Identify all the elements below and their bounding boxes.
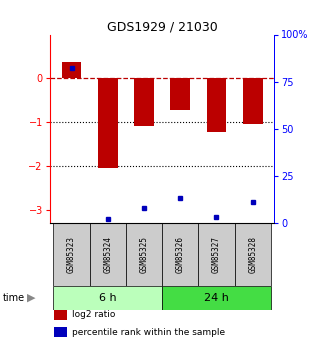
Text: ▶: ▶: [27, 293, 36, 303]
Text: 6 h: 6 h: [99, 293, 117, 303]
Text: time: time: [3, 293, 25, 303]
Bar: [54, 309, 67, 319]
Bar: [206, 78, 226, 132]
Bar: [54, 327, 67, 337]
Text: 24 h: 24 h: [204, 293, 229, 303]
Bar: [198, 223, 235, 286]
Bar: [243, 78, 263, 124]
Bar: [134, 78, 154, 127]
Bar: [162, 286, 271, 310]
Title: GDS1929 / 21030: GDS1929 / 21030: [107, 20, 218, 33]
Text: GSM85324: GSM85324: [103, 236, 112, 273]
Bar: [90, 223, 126, 286]
Bar: [53, 223, 90, 286]
Bar: [98, 78, 118, 168]
Text: GSM85325: GSM85325: [140, 236, 149, 273]
Bar: [170, 78, 190, 110]
Bar: [235, 223, 271, 286]
Text: log2 ratio: log2 ratio: [72, 310, 116, 319]
Bar: [53, 286, 162, 310]
Text: GSM85328: GSM85328: [248, 236, 257, 273]
Text: GSM85327: GSM85327: [212, 236, 221, 273]
Bar: [126, 223, 162, 286]
Bar: [62, 62, 82, 78]
Text: GSM85326: GSM85326: [176, 236, 185, 273]
Text: percentile rank within the sample: percentile rank within the sample: [72, 328, 225, 337]
Bar: [162, 223, 198, 286]
Text: GSM85323: GSM85323: [67, 236, 76, 273]
